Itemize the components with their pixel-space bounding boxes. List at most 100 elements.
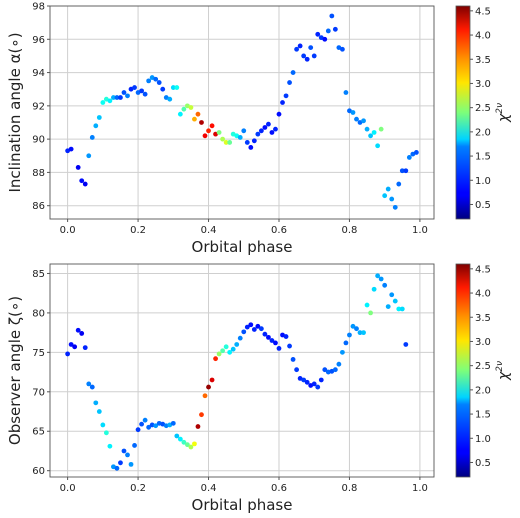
data-point <box>364 126 370 132</box>
colorbar-tick-label: 1.5 <box>475 152 491 163</box>
data-point <box>399 168 405 174</box>
data-point <box>255 323 261 329</box>
data-point <box>403 342 409 347</box>
data-point <box>255 131 261 137</box>
data-point <box>294 46 300 52</box>
data-point <box>332 26 338 32</box>
data-point <box>329 13 335 19</box>
data-point <box>287 343 292 349</box>
data-point <box>266 121 271 127</box>
data-point <box>396 181 402 187</box>
data-points <box>65 273 409 471</box>
x-tick-label: 0.6 <box>271 225 287 236</box>
data-point <box>132 443 137 448</box>
data-point <box>96 115 102 120</box>
data-point <box>181 106 187 112</box>
data-point <box>347 332 352 338</box>
y-tick-label: 90 <box>32 135 45 146</box>
data-point <box>139 421 144 427</box>
data-point <box>68 342 74 347</box>
data-point <box>223 344 229 350</box>
y-tick-label: 88 <box>32 168 45 179</box>
colorbar-tick-label: 3.5 <box>475 313 491 324</box>
data-point <box>121 448 127 454</box>
data-point <box>262 331 268 337</box>
data-point <box>403 168 409 174</box>
colorbar-gradient <box>455 5 471 220</box>
data-point <box>262 125 268 130</box>
colorbar-tick-label: 2.0 <box>475 385 491 396</box>
data-point <box>121 90 127 95</box>
colorbar-tick-label: 2.0 <box>475 127 491 138</box>
data-point <box>125 452 130 458</box>
data-point <box>199 120 204 125</box>
data-point <box>216 351 222 357</box>
data-point <box>315 384 321 390</box>
colorbar-tick-label: 1.0 <box>475 176 491 187</box>
data-point <box>283 334 289 339</box>
data-point <box>132 85 137 90</box>
data-point <box>199 412 204 418</box>
data-point <box>350 110 356 115</box>
colorbar-tick-label: 2.5 <box>475 361 491 372</box>
data-point <box>375 143 381 149</box>
y-tick-label: 96 <box>32 35 45 46</box>
data-point <box>301 53 307 59</box>
y-axis-ticks: 60 65 70 75 80 85 <box>32 269 50 477</box>
data-point <box>107 98 113 104</box>
data-point <box>290 70 296 75</box>
data-point <box>276 346 282 351</box>
data-point <box>142 91 148 97</box>
x-tick-label: 1.0 <box>412 225 428 236</box>
data-point <box>266 334 271 340</box>
data-point <box>125 93 130 99</box>
data-point <box>287 80 292 85</box>
data-point <box>269 338 275 343</box>
data-point <box>79 178 85 184</box>
data-point <box>244 140 250 145</box>
x-tick-label: 0.2 <box>130 483 146 494</box>
data-point <box>234 342 240 347</box>
x-tick-label: 0.8 <box>341 225 357 236</box>
data-point <box>251 327 257 332</box>
data-point <box>294 367 300 373</box>
data-point <box>79 331 85 336</box>
data-point <box>413 150 419 155</box>
data-point <box>311 381 317 387</box>
data-point <box>65 351 71 357</box>
colorbar-tick-label: 4.0 <box>475 31 491 42</box>
data-point <box>93 123 99 129</box>
data-point <box>170 85 176 90</box>
colorbar-tick-label: 3.0 <box>475 337 491 348</box>
data-point <box>202 133 208 139</box>
data-point <box>336 361 342 367</box>
x-tick-label: 0.6 <box>271 483 287 494</box>
data-point <box>350 323 356 329</box>
data-point <box>139 88 144 94</box>
data-point <box>75 327 81 333</box>
data-point <box>325 28 331 34</box>
data-point <box>396 306 402 312</box>
data-point <box>192 116 197 122</box>
data-point <box>114 465 120 471</box>
colorbar-top: 0.5 1.0 1.5 2.0 2.5 3.0 3.5 4.0 4.5 χ2ν <box>455 5 512 220</box>
y-axis-label: Inclination angle α(∘) <box>6 32 24 192</box>
y-tick-label: 75 <box>32 348 45 359</box>
data-point <box>153 423 159 429</box>
colorbar-tick-label: 4.5 <box>475 264 491 275</box>
data-point <box>223 140 229 145</box>
data-point <box>392 204 398 210</box>
data-point <box>368 133 373 139</box>
data-point <box>82 181 88 187</box>
y-tick-label: 80 <box>32 308 45 319</box>
data-point <box>170 420 176 426</box>
y-tick-label: 98 <box>32 2 45 13</box>
x-tick-label: 0.0 <box>60 225 76 236</box>
data-point <box>167 96 173 102</box>
data-point <box>251 138 257 144</box>
colorbar-ticks: 0.5 1.0 1.5 2.0 2.5 3.0 3.5 4.0 4.5 <box>470 6 491 211</box>
data-point <box>174 85 180 90</box>
x-tick-label: 0.2 <box>130 225 146 236</box>
data-point <box>308 45 314 51</box>
